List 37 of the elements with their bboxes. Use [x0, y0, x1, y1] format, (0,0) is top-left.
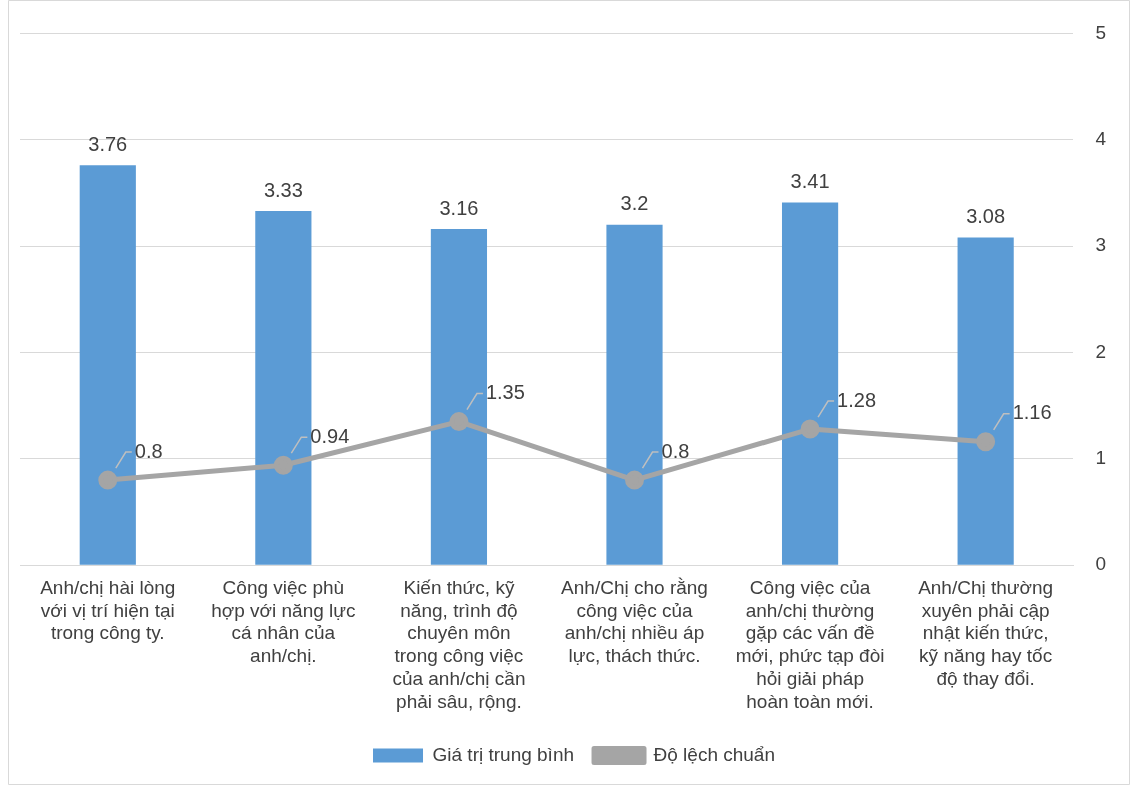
- x-tick-label: Kiến thức, kỹ năng, trình độ chuyên môn trong công việc của anh/chị cần phải sâu, rộng.: [392, 576, 526, 712]
- bar: [957, 237, 1014, 565]
- data-label: 1.35: [485, 381, 525, 404]
- legend-label: Giá trị trung bình: [432, 743, 575, 765]
- bar: [79, 165, 136, 565]
- bar: [606, 224, 663, 565]
- bar: [255, 211, 312, 565]
- point: [625, 470, 644, 490]
- legend-label: Độ lệch chuẩn: [653, 743, 775, 765]
- y-tick-label: 5: [1095, 21, 1107, 43]
- bar: [430, 229, 488, 565]
- bar: [781, 202, 839, 565]
- y-tick-label: 1: [1095, 447, 1107, 469]
- data-label: 1.16: [1012, 401, 1052, 424]
- data-label: 3.76: [88, 132, 128, 155]
- y-tick-label: 2: [1095, 340, 1107, 362]
- point: [273, 455, 293, 475]
- data-label: 3.2: [620, 192, 649, 215]
- point: [449, 412, 469, 432]
- data-label: 3.08: [966, 205, 1006, 228]
- data-label: 3.33: [263, 178, 303, 201]
- y-tick-label: 0: [1095, 553, 1107, 575]
- point: [800, 419, 820, 439]
- data-label: 0.94: [310, 424, 350, 447]
- data-label: 3.16: [439, 196, 479, 219]
- data-label: 0.8: [661, 439, 690, 462]
- x-tick-label: Anh/Chị thường xuyên phải cập nhật kiến thức, kỹ năng hay tốc độ thay đổi.: [918, 576, 1054, 690]
- data-label: 3.41: [790, 170, 830, 193]
- y-tick-label: 3: [1095, 234, 1107, 256]
- x-tick-label: Anh/chị hài lòng với vị trí hiện tại trong công ty.: [40, 576, 176, 644]
- x-tick-label: Công việc của anh/chị thường gặp các vấn đề mới, phức tạp đòi hỏi giải pháp hoàn toàn mới.: [735, 576, 885, 712]
- x-tick-label: Anh/Chị cho rằng công việc của anh/chị nhiều áp lực, thách thức.: [561, 576, 708, 667]
- y-tick-label: 4: [1095, 127, 1107, 149]
- point: [98, 470, 118, 490]
- x-tick-label: Công việc phù hợp với năng lực cá nhân của anh/chị.: [211, 576, 356, 667]
- data-label: 1.28: [837, 388, 877, 411]
- point: [976, 432, 996, 452]
